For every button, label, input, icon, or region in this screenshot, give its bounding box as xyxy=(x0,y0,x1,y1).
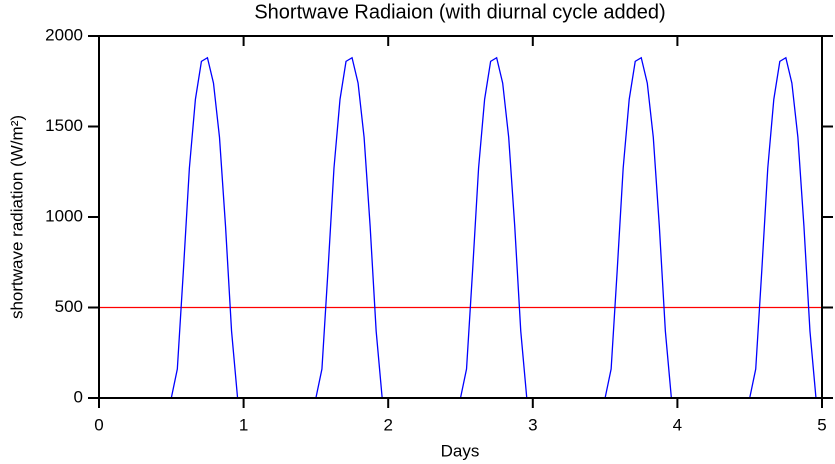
x-tick-label: 1 xyxy=(239,415,248,434)
x-tick-label: 2 xyxy=(383,415,392,434)
y-tick-label: 0 xyxy=(74,387,83,406)
y-tick-label: 1000 xyxy=(45,206,83,225)
chart-title: Shortwave Radiaion (with diurnal cycle a… xyxy=(254,1,665,23)
x-axis-label: Days xyxy=(441,441,480,460)
y-tick-label: 2000 xyxy=(45,25,83,44)
data-line xyxy=(99,56,822,399)
x-tick-label: 5 xyxy=(817,415,826,434)
x-tick-label: 4 xyxy=(673,415,682,434)
y-tick-label: 500 xyxy=(55,297,83,316)
x-tick-label: 0 xyxy=(94,415,103,434)
x-tick-label: 3 xyxy=(528,415,537,434)
plot-frame xyxy=(98,35,823,399)
y-axis-label: shortwave radiation (W/m²) xyxy=(7,115,26,319)
y-tick-label: 1500 xyxy=(45,116,83,135)
